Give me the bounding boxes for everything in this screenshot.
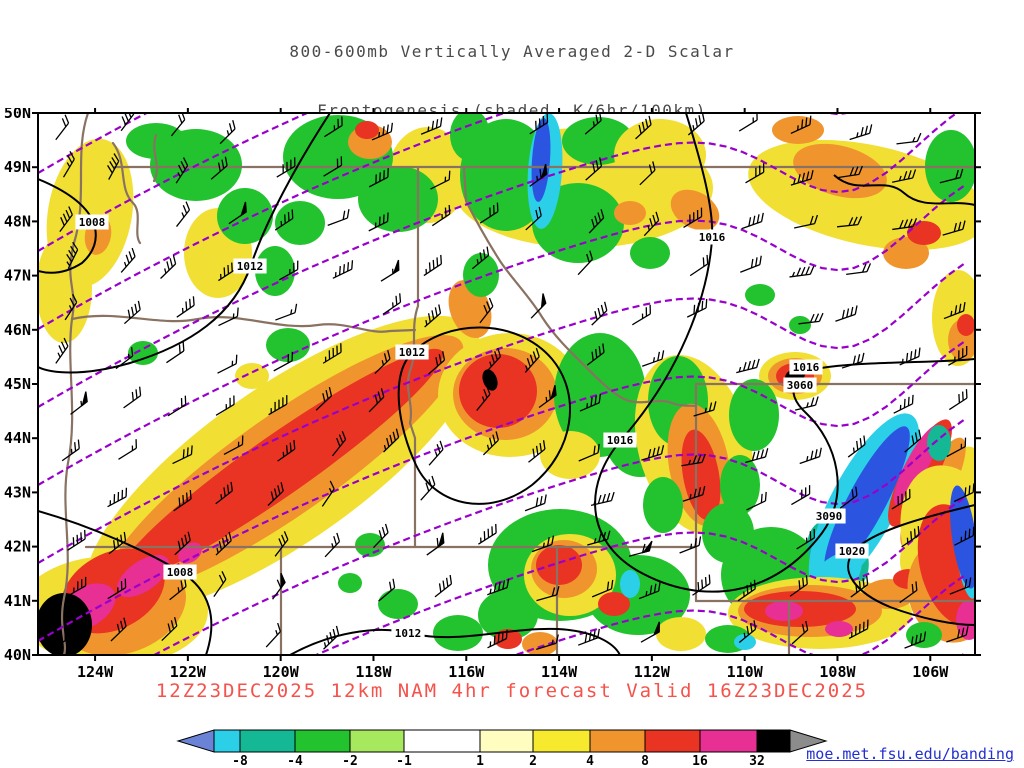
svg-text:1020: 1020	[839, 545, 866, 558]
svg-text:-1: -1	[396, 754, 412, 768]
colorbar-segments: -8 -4 -2 -1 1 2 4 8 16 32	[176, 729, 828, 768]
svg-text:118W: 118W	[355, 663, 392, 681]
svg-text:122W: 122W	[170, 663, 207, 681]
title-line: Frontogenesis (shaded, K/6hr/100km)	[317, 100, 707, 120]
title-line: Yellow/Red = Frontogenesis; Green/Blue =…	[216, 159, 808, 178]
svg-text:32: 32	[749, 754, 765, 768]
plot-title: 800-600mb Vertically Averaged 2-D Scalar…	[0, 3, 1024, 335]
svg-text:116W: 116W	[448, 663, 485, 681]
svg-text:2: 2	[529, 754, 537, 768]
svg-text:8: 8	[641, 754, 649, 768]
title-line: 800-600mb Vertically Averaged 2-D Scalar	[289, 42, 735, 61]
title-line: MSLP (black contour, mb), 700mb height (…	[178, 217, 846, 237]
svg-text:45N: 45N	[4, 375, 31, 393]
svg-text:43N: 43N	[4, 483, 31, 501]
svg-text:124W: 124W	[77, 663, 114, 681]
svg-text:108W: 108W	[819, 663, 856, 681]
svg-text:16: 16	[692, 754, 708, 768]
forecast-caption: 12Z23DEC2025 12km NAM 4hr forecast Valid…	[155, 680, 869, 702]
svg-text:-2: -2	[342, 754, 358, 768]
svg-text:41N: 41N	[4, 592, 31, 610]
svg-text:112W: 112W	[634, 663, 671, 681]
svg-text:106W: 106W	[912, 663, 949, 681]
svg-text:3090: 3090	[816, 510, 843, 523]
svg-text:42N: 42N	[4, 538, 31, 556]
svg-text:1: 1	[476, 754, 484, 768]
svg-text:114W: 114W	[541, 663, 578, 681]
svg-text:110W: 110W	[727, 663, 764, 681]
svg-text:120W: 120W	[263, 663, 300, 681]
svg-text:1012: 1012	[395, 627, 422, 640]
svg-text:3060: 3060	[787, 379, 814, 392]
svg-text:-8: -8	[232, 754, 248, 768]
site-link[interactable]: moe.met.fsu.edu/banding	[806, 745, 1014, 763]
svg-text:1016: 1016	[607, 434, 634, 447]
svg-text:1012: 1012	[399, 346, 426, 359]
title-line: 800-600mb Mean Wind (barb, kt)	[345, 276, 679, 295]
svg-text:4: 4	[586, 754, 594, 768]
svg-text:1016: 1016	[793, 361, 820, 374]
svg-text:1008: 1008	[167, 566, 194, 579]
svg-text:40N: 40N	[4, 646, 31, 664]
svg-text:44N: 44N	[4, 429, 31, 447]
svg-text:-4: -4	[287, 754, 303, 768]
